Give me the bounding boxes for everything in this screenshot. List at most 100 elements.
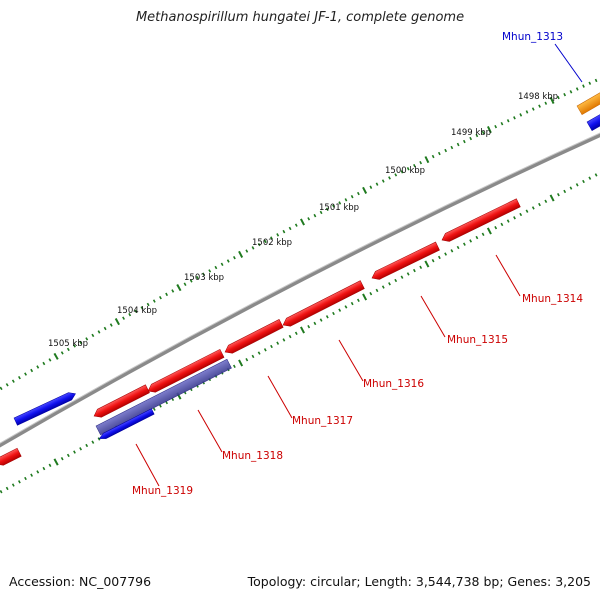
inner-track-minor-tick [538, 202, 541, 207]
outer-track-minor-tick [0, 386, 3, 391]
inner-track-minor-tick [475, 235, 479, 240]
outer-track-minor-tick [171, 289, 175, 293]
feature-mhun-1316[interactable] [281, 280, 365, 329]
outer-track-minor-tick [5, 383, 9, 387]
scale-label-1500: 1500 kbp [385, 166, 425, 176]
accession-text: Accession: NC_007796 [9, 574, 152, 589]
feature-slate-overlay[interactable] [95, 358, 232, 436]
feature-mhun-1319[interactable] [92, 384, 150, 420]
inner-tick-track [0, 173, 598, 494]
inner-track-minor-tick [513, 216, 516, 220]
feature-forward-blue-edge[interactable] [586, 111, 600, 132]
inner-track-minor-tick [494, 226, 498, 230]
inner-track-minor-tick [332, 311, 335, 316]
inner-track-minor-tick [412, 268, 416, 273]
inner-track-minor-tick [263, 348, 267, 352]
inner-track-minor-tick [36, 470, 40, 474]
inner-track-minor-tick [444, 252, 448, 256]
gene-label-mhun-1313[interactable]: Mhun_1313 [502, 31, 563, 43]
outer-track-minor-tick [288, 226, 292, 231]
scale-label-1504: 1504 kbp [117, 306, 157, 316]
inner-track-minor-tick [356, 298, 360, 302]
outer-track-minor-tick [538, 104, 541, 108]
feature-mhun-1318[interactable] [146, 348, 225, 395]
inner-track-minor-tick [5, 486, 9, 491]
outer-track-minor-tick [557, 95, 560, 100]
outer-track-minor-tick [11, 379, 15, 383]
outer-track-minor-tick [444, 148, 448, 153]
inner-track-minor-tick [500, 222, 504, 227]
gene-label-mhun-1315[interactable]: Mhun_1315 [447, 334, 508, 346]
outer-track-minor-tick [270, 236, 273, 240]
outer-track-major-tick [114, 318, 120, 326]
outer-track-minor-tick [140, 306, 144, 310]
outer-track-minor-tick [594, 78, 598, 83]
outer-track-major-tick [424, 156, 430, 164]
feature-mhun-1317[interactable] [223, 319, 284, 356]
outer-track-minor-tick [245, 249, 249, 253]
inner-track-minor-tick [48, 463, 52, 467]
outer-track-minor-tick [313, 213, 317, 218]
inner-track-minor-tick [257, 351, 261, 355]
inner-track-minor-tick [400, 275, 404, 279]
outer-track-minor-tick [375, 182, 379, 186]
inner-track-major-tick [53, 458, 59, 466]
gene-label-mhun-1317[interactable]: Mhun_1317 [292, 415, 353, 427]
feature-forward-orange[interactable] [576, 90, 600, 116]
outer-track-major-tick [362, 186, 368, 194]
inner-track-minor-tick [456, 245, 460, 250]
outer-track-minor-tick [462, 139, 466, 144]
inner-track-minor-tick [531, 206, 535, 210]
outer-track-minor-tick [18, 376, 21, 380]
inner-track-major-tick [362, 293, 368, 301]
feature-forward-blue[interactable] [13, 390, 77, 426]
inner-track-minor-tick [232, 364, 236, 368]
outer-tick-track [0, 78, 598, 391]
feature-mhun-1314[interactable] [440, 198, 521, 244]
outer-track-minor-tick [344, 198, 348, 202]
inner-track-minor-tick [588, 176, 592, 180]
inner-track-minor-tick [313, 321, 317, 326]
feature-mhun-1315[interactable] [370, 241, 440, 282]
feature-edge-left[interactable] [0, 447, 22, 468]
inner-track-minor-tick [307, 325, 311, 329]
scale-labels: 1498 kbp 1499 kbp 1500 kbp 1501 kbp 1502… [48, 92, 558, 349]
outer-track-minor-tick [338, 201, 342, 205]
outer-track-minor-tick [500, 121, 504, 126]
genome-backbone [0, 132, 600, 448]
genome-backbone-highlight [0, 132, 600, 444]
gene-label-mhun-1319[interactable]: Mhun_1319 [132, 485, 193, 497]
inner-track-minor-tick [556, 193, 560, 197]
inner-track-minor-tick [30, 473, 34, 477]
inner-track-minor-tick [17, 480, 21, 484]
inner-track-minor-tick [294, 331, 298, 335]
outer-track-major-tick [300, 218, 305, 226]
scale-label-1503: 1503 kbp [184, 273, 224, 283]
outer-track-minor-tick [319, 210, 323, 215]
outer-track-major-tick [238, 250, 244, 258]
gene-label-mhun-1316[interactable]: Mhun_1316 [363, 378, 424, 390]
inner-track-minor-tick [319, 318, 323, 322]
gene-label-mhun-1314[interactable]: Mhun_1314 [522, 293, 583, 305]
inner-track-minor-tick [369, 292, 373, 296]
outer-track-minor-tick [122, 316, 125, 320]
inner-track-major-tick [549, 194, 555, 202]
inner-track-minor-tick [60, 457, 64, 461]
inner-track-minor-tick [394, 278, 398, 283]
outer-track-minor-tick [400, 170, 404, 174]
outer-track-minor-tick [66, 347, 70, 352]
outer-track-minor-tick [146, 302, 150, 307]
scale-label-1501: 1501 kbp [319, 203, 359, 213]
inner-track-major-tick [486, 227, 492, 235]
feature-blue-lower[interactable] [98, 408, 155, 442]
outer-track-minor-tick [388, 176, 391, 180]
inner-track-minor-tick [11, 483, 15, 487]
outer-track-minor-tick [588, 81, 592, 85]
outer-track-minor-tick [276, 233, 280, 237]
inner-track-minor-tick [481, 232, 485, 236]
inner-track-minor-tick [276, 341, 280, 345]
gene-label-mhun-1318[interactable]: Mhun_1318 [222, 450, 283, 462]
inner-track-minor-tick [66, 453, 70, 458]
